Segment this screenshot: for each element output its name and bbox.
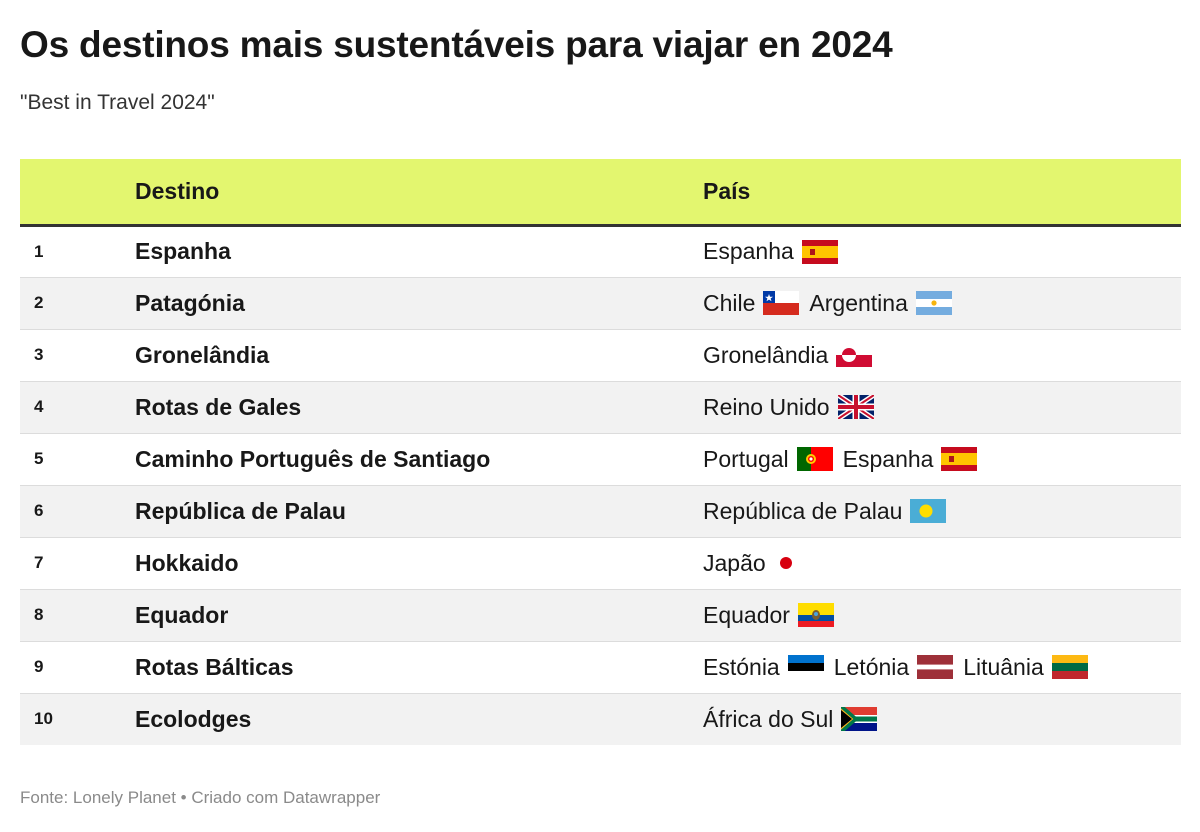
rank-cell: 6 [20, 484, 135, 537]
country-cell: África do Sul [703, 692, 1181, 745]
country-cell: Reino Unido [703, 380, 1181, 433]
country-name: Argentina [809, 289, 908, 316]
country-entry: República de Palau [703, 497, 947, 525]
page-title: Os destinos mais sustentáveis para viaja… [20, 24, 893, 65]
country-name: Chile [703, 289, 756, 316]
uk-flag-icon [836, 392, 875, 422]
country-cell: Gronelândia [703, 328, 1181, 381]
country-entry: Espanha [703, 238, 838, 265]
header-country: País [703, 177, 751, 204]
rank-cell: 8 [20, 588, 135, 641]
table-row: 2 Patagónia Chile Argentina [20, 276, 1181, 329]
table-row: 4 Rotas de Gales Reino Unido [20, 380, 1181, 433]
country-name: Lituânia [963, 653, 1044, 680]
greenland-flag-icon [836, 343, 873, 367]
destination-cell: Hokkaido [135, 536, 703, 589]
destination-cell: Ecolodges [135, 692, 703, 745]
destination-cell: Espanha [135, 238, 231, 264]
country-entry: Lituânia [963, 654, 1088, 681]
country-name: Reino Unido [703, 393, 830, 420]
table-row: 3 Gronelândia Gronelândia [20, 328, 1181, 381]
argentina-flag-icon [915, 291, 952, 315]
table-header-row: Destino País [20, 159, 1181, 225]
rank-cell: 4 [20, 380, 135, 433]
destination-cell: Equador [135, 588, 703, 641]
japan-flag-icon [774, 551, 798, 575]
country-cell: Espanha [703, 225, 1181, 277]
country-entry: Letónia [833, 653, 954, 681]
table-row: 10 Ecolodges África do Sul [20, 692, 1181, 745]
country-name: Espanha [703, 238, 794, 264]
country-entry: Portugal [703, 446, 833, 473]
header-destination: Destino [135, 177, 220, 204]
palau-flag-icon [910, 499, 947, 523]
destinations-table: Destino País 1 Espanha Espanha 2 Patagónia Ch… [20, 159, 1181, 745]
page-subtitle: "Best in Travel 2024" [20, 91, 215, 114]
spain-flag-icon [941, 447, 978, 471]
table-row: 7 Hokkaido Japão [20, 536, 1181, 589]
country-entry: Equador [703, 602, 834, 629]
country-cell: Japão [703, 536, 1181, 589]
table-row: 9 Rotas Bálticas Estónia Letónia Lituânia [20, 640, 1181, 693]
estonia-flag-icon [787, 655, 824, 679]
ecuador-flag-icon [797, 603, 834, 627]
country-entry: Japão [703, 550, 798, 577]
portugal-flag-icon [796, 447, 833, 471]
country-entry: Reino Unido [703, 392, 875, 422]
country-name: Gronelândia [703, 341, 829, 368]
rank-cell: 5 [20, 432, 135, 485]
country-cell: Estónia Letónia Lituânia [703, 640, 1181, 693]
destination-cell: Gronelândia [135, 328, 703, 381]
country-name: Espanha [842, 445, 934, 472]
rank-cell: 9 [20, 640, 135, 693]
country-name: Portugal [703, 445, 789, 472]
country-name: Equador [703, 601, 790, 628]
rank-cell: 3 [20, 328, 135, 381]
country-cell: Equador [703, 588, 1181, 641]
country-name: Letónia [833, 653, 910, 680]
rank-cell: 7 [20, 536, 135, 589]
destination-cell: Rotas de Gales [135, 380, 703, 433]
rank-cell: 2 [20, 276, 135, 329]
table-row: 8 Equador Equador [20, 588, 1181, 641]
country-name: República de Palau [703, 497, 903, 524]
table-row: 5 Caminho Português de Santiago Portugal Es… [20, 432, 1181, 485]
destination-cell: Rotas Bálticas [135, 640, 703, 693]
rank-cell: 10 [20, 692, 135, 745]
country-cell: República de Palau [703, 484, 1181, 537]
country-name: África do Sul [703, 705, 834, 732]
country-entry: Chile [703, 289, 800, 317]
country-entry: Gronelândia [703, 341, 873, 369]
rank-cell: 1 [34, 241, 44, 261]
south-africa-flag-icon [840, 704, 878, 734]
destination-cell: Patagónia [135, 276, 703, 329]
spain-flag-icon [801, 239, 838, 264]
country-cell: Chile Argentina [703, 276, 1181, 329]
lithuania-flag-icon [1051, 655, 1088, 679]
country-entry: Espanha [843, 446, 978, 473]
country-entry: África do Sul [703, 704, 878, 734]
country-name: Japão [703, 549, 766, 576]
destination-cell: República de Palau [135, 484, 703, 537]
destination-cell: Caminho Português de Santiago [135, 432, 703, 485]
latvia-flag-icon [917, 655, 954, 679]
chile-flag-icon [763, 291, 800, 315]
country-entry: Estónia [703, 654, 824, 681]
table-row: 6 República de Palau República de Palau [20, 484, 1181, 537]
table-row: 1 Espanha Espanha [20, 225, 1181, 277]
header-rank [20, 159, 135, 225]
source-footer: Fonte: Lonely Planet • Criado com Datawr… [20, 788, 381, 807]
country-name: Estónia [703, 653, 780, 680]
country-cell: Portugal Espanha [703, 432, 1181, 485]
table-body: 1 Espanha Espanha 2 Patagónia Chile Argentina 3… [20, 225, 1181, 745]
country-entry: Argentina [809, 289, 952, 317]
